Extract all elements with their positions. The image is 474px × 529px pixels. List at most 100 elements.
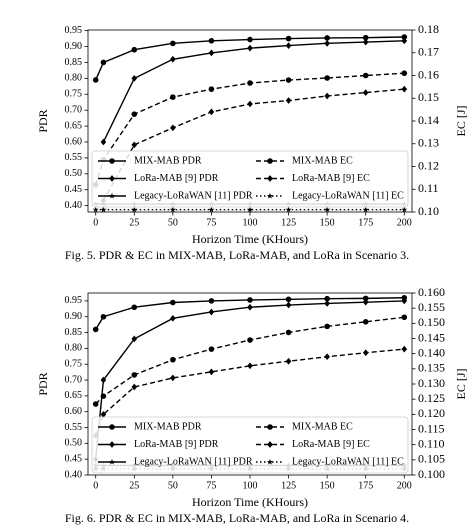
data-point (247, 297, 253, 303)
data-point (362, 89, 369, 96)
data-point (131, 372, 138, 378)
data-point (246, 206, 254, 213)
data-point (100, 59, 107, 66)
legend-label: Legacy-LoRaWAN [11] EC (292, 190, 404, 201)
y-tick-label: 0.95 (65, 295, 83, 306)
data-point (401, 34, 408, 40)
data-point (208, 86, 215, 92)
y2-tick-label: 0.130 (418, 376, 445, 390)
y2-tick-label: 0.11 (418, 181, 439, 195)
data-point (170, 374, 176, 382)
x-tick-label: 175 (358, 480, 373, 491)
series-line (95, 36, 405, 81)
data-point (208, 38, 215, 44)
data-point (131, 383, 138, 391)
legend-marker (267, 424, 273, 430)
y2-tick-label: 0.10 (418, 204, 439, 218)
legend-label: LoRa-MAB [9] EC (292, 439, 370, 450)
y-tick-label: 0.65 (65, 390, 83, 401)
y-tick-label: 0.65 (65, 120, 83, 131)
data-point (247, 44, 253, 52)
data-point (131, 335, 138, 343)
x-tick-label: 75 (206, 217, 216, 228)
legend-label: MIX-MAB EC (292, 155, 353, 166)
legend-label: MIX-MAB PDR (134, 421, 202, 432)
y2-tick-label: 0.15 (418, 90, 439, 104)
y-tick-label: 0.60 (65, 406, 83, 417)
y-tick-label: 0.70 (65, 374, 83, 385)
data-point (208, 298, 215, 304)
y-tick-label: 0.90 (65, 41, 83, 52)
legend-marker (109, 424, 115, 430)
y2-tick-label: 0.125 (418, 391, 445, 405)
data-point (247, 80, 253, 86)
data-point (247, 362, 253, 370)
data-point (324, 35, 330, 41)
data-point (247, 303, 253, 311)
data-point (324, 92, 330, 100)
x-tick-label: 125 (281, 480, 296, 491)
data-point (131, 206, 138, 213)
data-point (208, 108, 215, 116)
data-point (401, 314, 408, 321)
x-axis-label: Horizon Time (KHours) (192, 495, 308, 509)
data-point (324, 40, 330, 47)
x-tick-label: 100 (243, 480, 258, 491)
y2-tick-label: 0.18 (418, 22, 439, 36)
data-point (131, 46, 138, 53)
data-point (100, 376, 107, 384)
y-tick-label: 0.50 (65, 438, 83, 449)
legend-label: MIX-MAB PDR (134, 155, 202, 166)
data-point (247, 337, 253, 343)
data-point (285, 42, 292, 49)
x-tick-label: 25 (129, 217, 139, 228)
data-point (100, 206, 107, 213)
data-point (285, 206, 292, 213)
data-point (170, 124, 176, 132)
series-line (95, 297, 405, 330)
y2-tick-label: 0.17 (418, 45, 439, 59)
y-tick-label: 0.75 (65, 359, 83, 370)
data-point (362, 349, 369, 357)
caption: Fig. 5. PDR & EC in MIX-MAB, LoRa-MAB, a… (65, 248, 409, 262)
y-axis-label: PDR (36, 109, 50, 132)
x-tick-label: 25 (129, 480, 139, 491)
y2-tick-label: 0.16 (418, 67, 439, 81)
data-point (92, 77, 99, 83)
data-point (170, 356, 176, 363)
data-point (401, 37, 408, 45)
x-tick-label: 200 (397, 480, 412, 491)
series-line (95, 348, 405, 436)
y2-tick-label: 0.100 (418, 467, 445, 481)
data-point (362, 295, 369, 302)
legend-marker (266, 458, 274, 465)
data-point (208, 308, 215, 316)
x-tick-label: 150 (320, 217, 335, 228)
y-tick-label: 0.75 (65, 89, 83, 100)
data-point (324, 75, 330, 81)
data-point (401, 70, 408, 77)
x-tick-label: 200 (397, 217, 412, 228)
y2-axis-label: EC [J] (454, 369, 468, 400)
x-tick-label: 50 (168, 217, 178, 228)
data-point (247, 36, 253, 43)
caption: Fig. 6. PDR & EC in MIX-MAB, LoRa-MAB, a… (65, 511, 409, 525)
data-point (285, 35, 292, 42)
data-point (92, 401, 99, 407)
y-tick-label: 0.45 (65, 184, 83, 195)
legend-marker (108, 458, 116, 465)
y2-tick-label: 0.14 (418, 113, 439, 127)
x-tick-label: 0 (93, 217, 98, 228)
y2-tick-label: 0.12 (418, 158, 439, 172)
x-tick-label: 0 (93, 480, 98, 491)
y2-tick-label: 0.145 (418, 330, 445, 344)
data-point (247, 100, 253, 108)
legend-label: LoRa-MAB [9] PDR (134, 439, 219, 450)
data-point (362, 206, 369, 213)
legend-marker (109, 158, 115, 164)
data-point (170, 40, 176, 47)
y-tick-label: 0.55 (65, 152, 83, 163)
y-tick-label: 0.85 (65, 327, 83, 338)
